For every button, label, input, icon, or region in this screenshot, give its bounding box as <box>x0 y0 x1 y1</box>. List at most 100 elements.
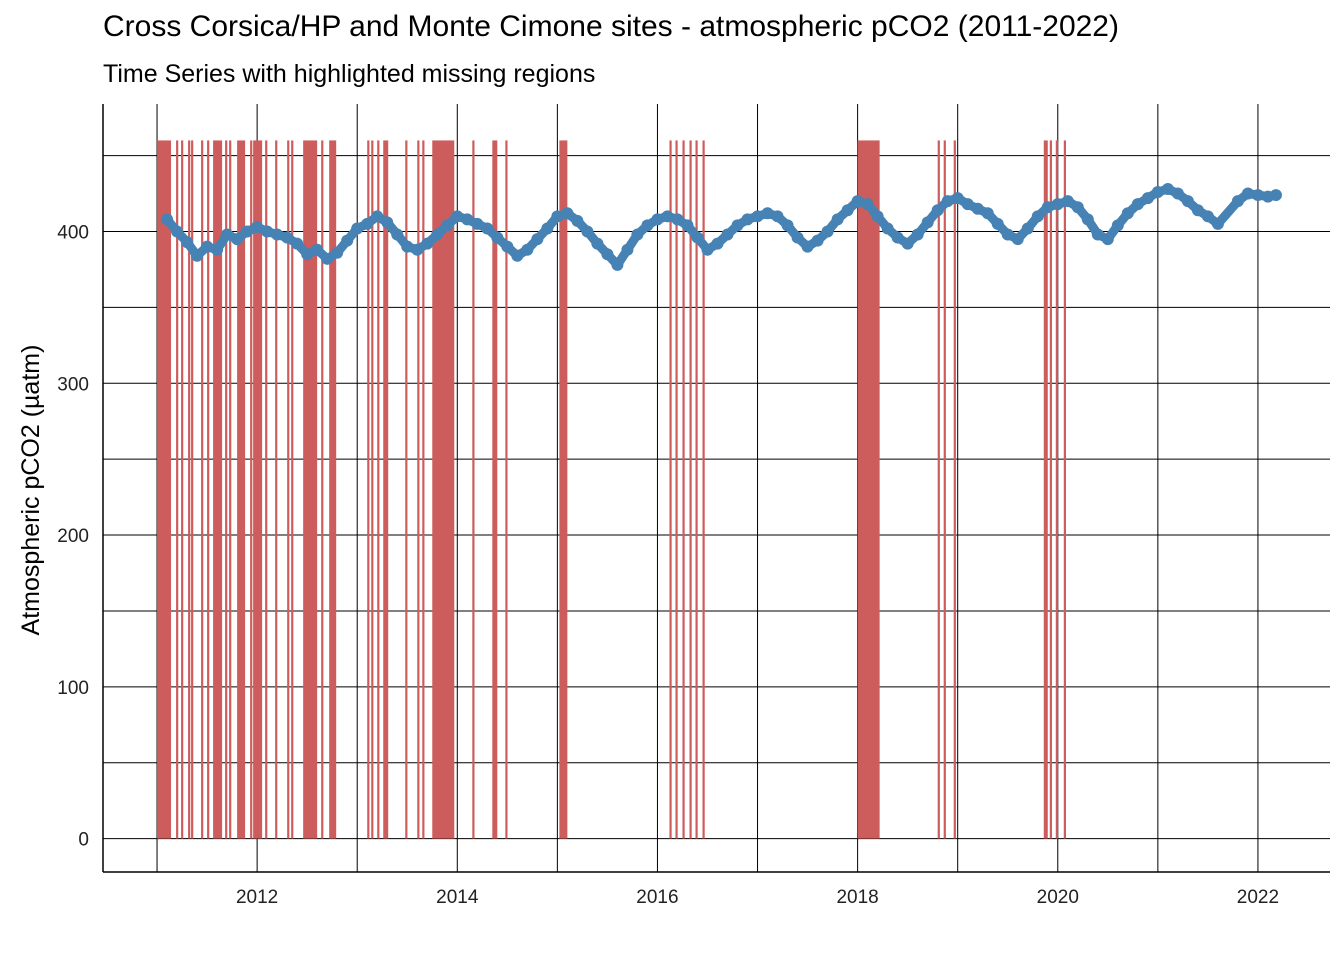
series-point <box>351 222 364 235</box>
series-point <box>191 249 204 262</box>
x-tick-label: 2012 <box>236 887 278 908</box>
series-point <box>671 213 684 226</box>
missing-region-bar <box>253 140 263 839</box>
series-point <box>1241 187 1254 200</box>
series-point <box>1131 198 1144 211</box>
series-point <box>771 210 784 223</box>
series-point <box>701 243 714 256</box>
series-point <box>811 234 824 247</box>
missing-region-bar <box>329 140 337 839</box>
series-point <box>1021 222 1034 235</box>
series-point <box>571 214 584 227</box>
missing-region-bar <box>265 140 268 839</box>
series-point <box>901 237 914 250</box>
series-point <box>261 225 274 238</box>
series-point <box>821 225 834 238</box>
series-point <box>1081 213 1094 226</box>
series-point <box>1211 217 1224 230</box>
series-point <box>751 210 764 223</box>
series-point <box>371 210 384 223</box>
series-point <box>1231 195 1244 208</box>
missing-region-bar <box>188 140 191 839</box>
y-axis-title: Atmospheric pCO2 (µatm) <box>17 345 45 636</box>
y-tick-label: 0 <box>78 830 89 851</box>
axes: 0 100 200 300 400 2012 2014 2016 2018 2020 2022 <box>57 104 1330 908</box>
missing-region-bar <box>505 140 508 839</box>
x-tick-label: 2016 <box>636 887 678 908</box>
missing-region-bar <box>695 140 698 839</box>
x-tick-label: 2020 <box>1037 887 1079 908</box>
series-point <box>1171 187 1184 200</box>
series-point <box>601 248 614 261</box>
series-point <box>471 217 484 230</box>
series-point <box>651 213 664 226</box>
missing-region-bar <box>675 140 678 839</box>
missing-region-bar <box>422 140 425 839</box>
series-point <box>1121 207 1134 220</box>
series-point <box>1001 228 1014 241</box>
series-point <box>531 233 544 246</box>
series-point <box>1101 233 1114 246</box>
series-point <box>291 237 304 250</box>
series-point <box>1151 186 1164 199</box>
missing-regions <box>157 140 1066 839</box>
series-point <box>761 207 774 220</box>
series-point <box>1011 233 1024 246</box>
missing-region-bar <box>1055 140 1058 839</box>
series-point <box>201 240 214 253</box>
missing-region-bar <box>383 140 389 839</box>
series-point <box>161 213 174 226</box>
series-point <box>981 207 994 220</box>
series-point <box>1071 201 1084 214</box>
series-point <box>801 240 814 253</box>
missing-region-bar <box>682 140 685 839</box>
missing-region-bar <box>405 140 408 839</box>
series-point <box>1031 210 1044 223</box>
series-point <box>861 198 874 211</box>
y-tick-label: 100 <box>57 678 89 699</box>
missing-region-bar <box>953 140 956 839</box>
series-point <box>991 217 1004 230</box>
series-point <box>681 219 694 232</box>
series-layer <box>161 182 1282 271</box>
missing-region-bar <box>191 140 194 839</box>
series-point <box>791 231 804 244</box>
series-point <box>591 237 604 250</box>
series-point <box>931 204 944 217</box>
series-point <box>341 234 354 247</box>
series-point <box>741 213 754 226</box>
missing-region-bar <box>225 140 228 839</box>
series-point <box>551 210 564 223</box>
series-point <box>951 192 964 205</box>
missing-region-bar <box>287 140 290 839</box>
series-point <box>411 243 424 256</box>
series-point <box>401 240 414 253</box>
y-tick-label: 400 <box>57 222 89 243</box>
grid-lines <box>103 104 1330 872</box>
series-point <box>971 202 984 215</box>
series-point <box>311 243 324 256</box>
series-point <box>1161 182 1174 195</box>
missing-region-bar <box>1043 140 1048 839</box>
series-point <box>631 228 644 241</box>
series-point <box>851 195 864 208</box>
series-point <box>181 236 194 249</box>
series-point <box>1251 189 1264 202</box>
series-point <box>271 228 284 241</box>
x-tick-label: 2014 <box>436 887 479 908</box>
series-point <box>491 231 504 244</box>
series-point <box>511 249 524 262</box>
missing-region-bar <box>943 140 946 839</box>
missing-region-bar <box>321 140 324 839</box>
series-point <box>661 210 674 223</box>
series-point <box>171 225 184 238</box>
series-point <box>621 243 634 256</box>
series-point <box>881 222 894 235</box>
missing-region-bar <box>229 140 232 839</box>
series-point <box>891 231 904 244</box>
missing-region-bar <box>237 140 246 839</box>
series-point <box>941 195 954 208</box>
missing-region-bar <box>377 140 380 839</box>
x-tick-label: 2018 <box>836 887 878 908</box>
